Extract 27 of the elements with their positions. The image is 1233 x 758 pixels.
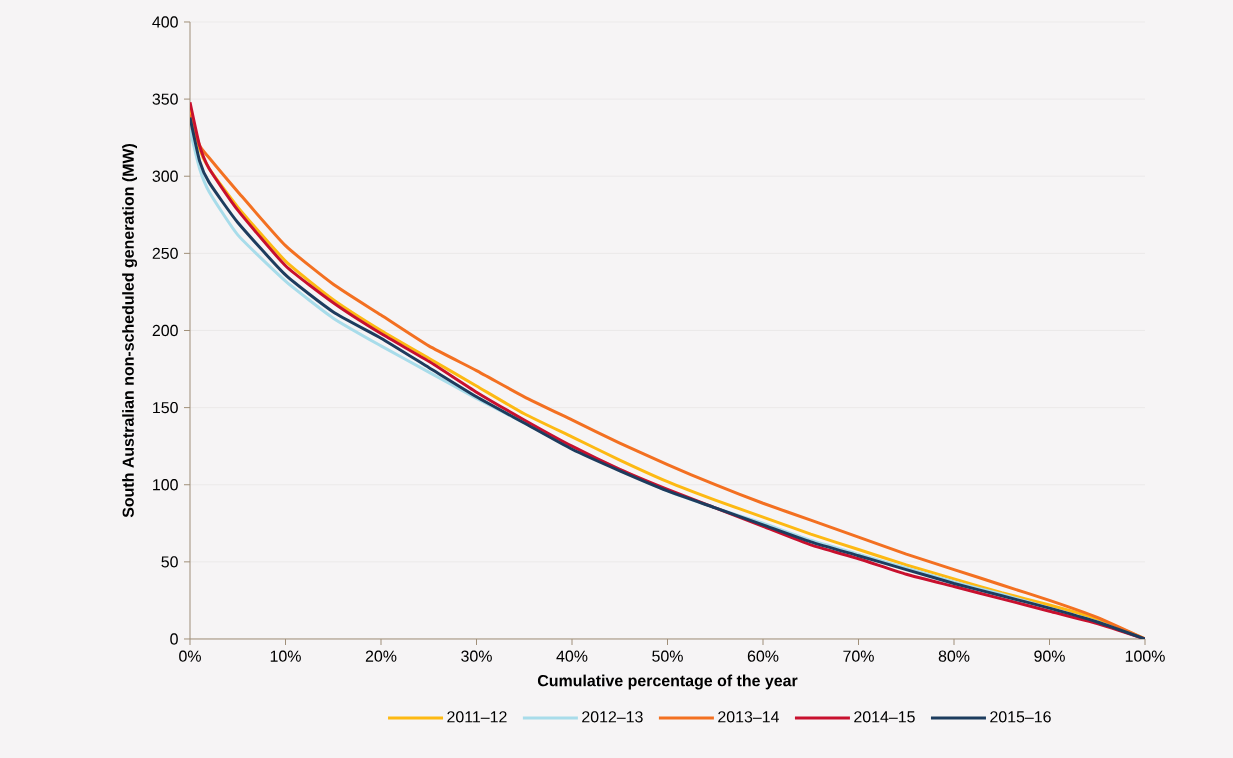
x-axis-title: Cumulative percentage of the year [537, 674, 798, 690]
y-tick-label: 400 [152, 16, 178, 28]
x-tick-label: 20% [365, 650, 397, 662]
y-axis-title: South Australian non-scheduled generation (MW) [122, 143, 138, 518]
x-tick-label: 90% [1034, 650, 1065, 662]
y-tick-label: 350 [152, 93, 178, 105]
legend-label: 2014–15 [854, 711, 915, 723]
y-tick-label: 0 [170, 633, 178, 645]
legend-label: 2015–16 [990, 711, 1051, 723]
y-tick-label: 150 [153, 401, 178, 414]
legend-label: 2013–14 [718, 711, 779, 723]
x-tick-label: 70% [843, 650, 874, 662]
x-tick-label: 40% [556, 650, 588, 662]
legend-label: 2011–12 [447, 711, 507, 723]
x-tick-label: 60% [747, 650, 779, 662]
y-tick-label: 100 [153, 479, 178, 491]
y-tick-label: 200 [152, 324, 178, 337]
x-tick-label: 0% [179, 650, 201, 662]
x-tick-label: 10% [270, 650, 301, 662]
y-tick-label: 250 [152, 247, 178, 259]
legend-label: 2012–13 [582, 711, 643, 723]
x-tick-label: 80% [938, 650, 970, 662]
x-tick-label: 50% [652, 650, 683, 662]
x-tick-label: 100% [1125, 650, 1165, 662]
y-tick-label: 50 [161, 556, 178, 568]
y-tick-label: 300 [152, 170, 178, 182]
x-tick-label: 30% [461, 650, 492, 662]
